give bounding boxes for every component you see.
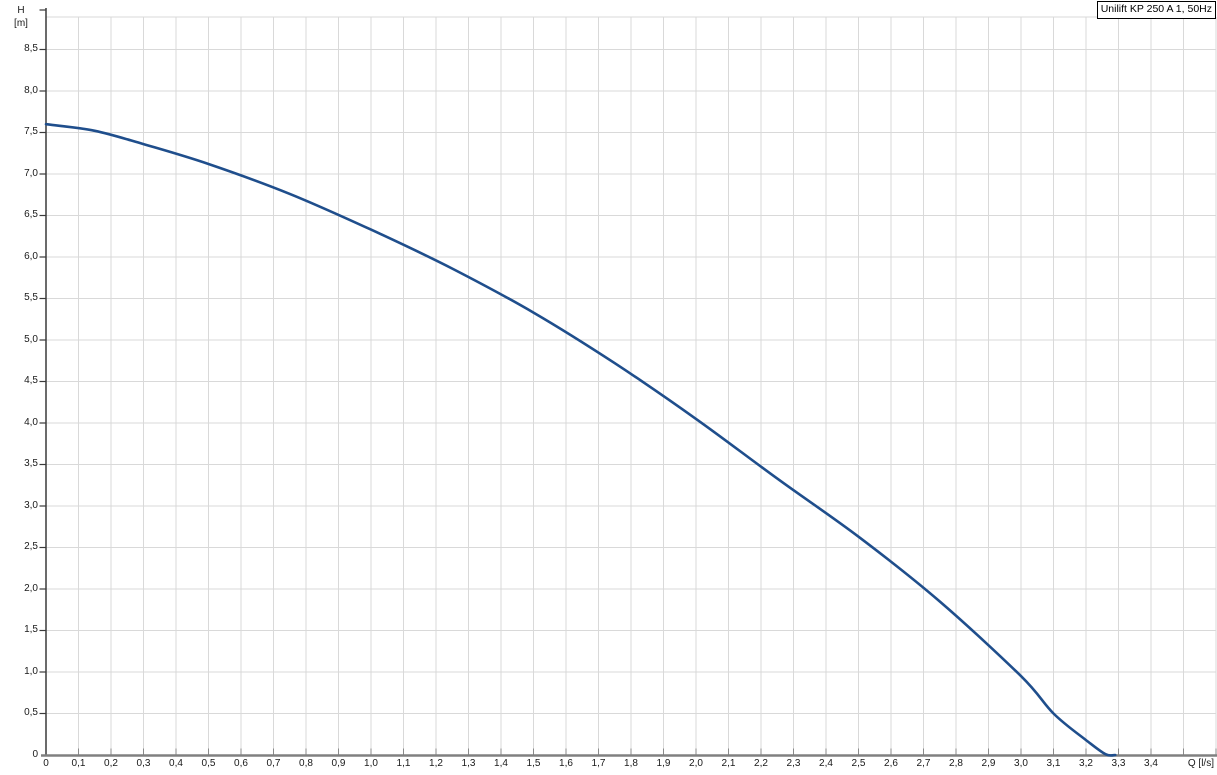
y-tick-label: 8,0 bbox=[24, 84, 38, 96]
x-tick-label: 0,9 bbox=[331, 758, 346, 769]
x-tick-label: 1,0 bbox=[364, 758, 378, 769]
y-tick-label: 6,5 bbox=[24, 209, 38, 220]
y-tick-label: 3,5 bbox=[24, 458, 38, 469]
x-axis-title: Q [l/s] bbox=[1187, 758, 1214, 769]
x-tick-label: 2,4 bbox=[819, 758, 833, 769]
y-tick-label: 4,0 bbox=[24, 416, 38, 428]
x-tick-label: 0,4 bbox=[169, 758, 183, 769]
y-tick-label: 7,5 bbox=[24, 126, 38, 137]
x-tick-label: 2,8 bbox=[949, 758, 963, 769]
y-axis-title: H [m] bbox=[8, 4, 34, 30]
x-tick-label: 3,2 bbox=[1079, 758, 1093, 769]
x-tick-label: 1,2 bbox=[429, 758, 443, 769]
y-tick-label: 4,5 bbox=[24, 375, 38, 386]
x-tick-label: 1,5 bbox=[526, 758, 541, 769]
y-tick-label: 1,0 bbox=[24, 665, 38, 677]
x-tick-label: 2,1 bbox=[721, 758, 736, 769]
y-axis-title-line1: H bbox=[17, 5, 25, 16]
x-tick-label: 0,1 bbox=[71, 758, 86, 769]
y-axis-title-line2: [m] bbox=[14, 18, 28, 29]
x-tick-label: 0,5 bbox=[201, 758, 216, 769]
x-tick-label: 2,7 bbox=[916, 758, 931, 769]
x-tick-label: 1,9 bbox=[656, 758, 671, 769]
x-tick-label: 1,6 bbox=[559, 758, 573, 769]
x-tick-label: 3,1 bbox=[1046, 758, 1061, 769]
x-tick-label: 1,1 bbox=[396, 758, 411, 769]
y-tick-label: 0 bbox=[32, 748, 38, 760]
x-tick-label: 2,3 bbox=[786, 758, 801, 769]
x-tick-label: 2,9 bbox=[981, 758, 996, 769]
y-tick-label: 6,0 bbox=[24, 250, 38, 262]
pump-curve bbox=[44, 122, 1117, 757]
x-tick-label: 1,8 bbox=[624, 758, 638, 769]
y-tick-label: 8,5 bbox=[24, 43, 38, 54]
x-tick-label: 0 bbox=[43, 758, 49, 769]
y-tick-label: 1,5 bbox=[24, 624, 38, 635]
x-tick-label: 2,5 bbox=[851, 758, 866, 769]
x-tick-label: 0,2 bbox=[104, 758, 118, 769]
x-tick-label: 1,7 bbox=[591, 758, 606, 769]
x-tick-label: 0,8 bbox=[299, 758, 313, 769]
y-tick-label: 7,0 bbox=[24, 167, 38, 179]
x-tick-label: 3,0 bbox=[1014, 758, 1028, 769]
x-tick-label: 3,4 bbox=[1144, 758, 1158, 769]
x-tick-label: 1,3 bbox=[461, 758, 476, 769]
x-tick-label: 0,7 bbox=[266, 758, 281, 769]
y-tick-label: 2,5 bbox=[24, 541, 38, 552]
y-tick-label: 5,5 bbox=[24, 292, 38, 303]
x-tick-label: 2,6 bbox=[884, 758, 898, 769]
legend-box: Unilift KP 250 A 1, 50Hz bbox=[1096, 1, 1216, 19]
x-tick-label: 0,3 bbox=[136, 758, 151, 769]
x-tick-label: 3,3 bbox=[1111, 758, 1126, 769]
legend-series-label: Unilift KP 250 A 1, 50Hz bbox=[1100, 3, 1212, 15]
y-tick-label: 2,0 bbox=[24, 582, 38, 594]
x-tick-label: 1,4 bbox=[494, 758, 508, 769]
y-tick-label: 3,0 bbox=[24, 499, 38, 511]
x-tick-label: 2,2 bbox=[754, 758, 768, 769]
x-tick-label: 2,0 bbox=[689, 758, 703, 769]
y-tick-label: 0,5 bbox=[24, 707, 38, 718]
y-tick-label: 5,0 bbox=[24, 333, 38, 345]
x-tick-label: 0,6 bbox=[234, 758, 248, 769]
